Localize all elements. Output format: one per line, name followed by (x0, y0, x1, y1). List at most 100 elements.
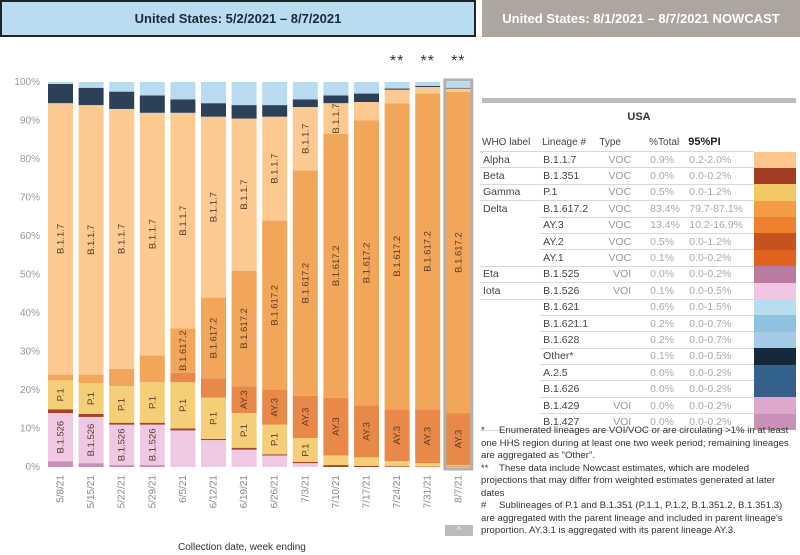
bar-segment-B.1.1.7[interactable] (262, 116, 288, 221)
bar-segment-B.1.621[interactable] (48, 82, 73, 84)
bar-segment-P.1[interactable] (415, 463, 441, 467)
bar-segment-Other*[interactable] (292, 99, 318, 108)
bar-segment-B.1.526[interactable] (48, 413, 73, 462)
bar-segment-B.1.621[interactable] (170, 82, 196, 100)
bar-segment-Other*[interactable] (170, 99, 196, 113)
bar-segment-Other*[interactable] (384, 88, 410, 90)
bar-segment-B.1.1.7[interactable] (170, 112, 196, 329)
bar-segment-B.1.1.7[interactable] (139, 112, 165, 356)
bar-segment-B.1.617.2[interactable] (445, 92, 471, 414)
bar-segment-B.1.1.7[interactable] (109, 108, 135, 369)
bar-segment-B.1.617.2[interactable] (384, 103, 410, 410)
bar-segment-B.1.351[interactable] (109, 422, 135, 425)
bar-segment-B.1.617.2[interactable] (48, 374, 73, 381)
bar-segment-AY.3[interactable] (445, 413, 471, 466)
bar-segment-P.1[interactable] (292, 438, 318, 462)
bar-segment-B.1.1.7[interactable] (445, 88, 471, 93)
bar-segment-B.1.617.2[interactable] (78, 374, 104, 384)
table-row[interactable]: B.1.427 VOI 0.0% 0.0-0.2% (480, 413, 796, 431)
bar-segment-B.1.617.2[interactable] (354, 120, 379, 406)
bar-segment-Other*[interactable] (109, 91, 135, 109)
bar-segment-P.1[interactable] (48, 380, 73, 410)
bar-segment-AY.3[interactable] (201, 378, 226, 398)
bar-segment-Other*[interactable] (323, 95, 349, 104)
bar-segment-B.1.427[interactable] (139, 465, 165, 467)
bar-segment-B.1.621[interactable] (292, 82, 318, 100)
table-row[interactable]: Other* 0.1% 0.0-0.5% (480, 347, 796, 365)
table-row[interactable]: A.2.5 0.0% 0.0-0.2% (480, 364, 796, 381)
bar-segment-B.1.617.2[interactable] (323, 133, 349, 398)
bar-segment-B.1.351[interactable] (415, 466, 441, 468)
bar-segment-B.1.621[interactable] (139, 82, 165, 96)
bar-segment-B.1.351[interactable] (78, 413, 104, 417)
bar-segment-B.1.621[interactable] (109, 82, 135, 92)
table-row[interactable]: AY.2 VOC 0.5% 0.0-1.2% (480, 232, 796, 250)
bar-segment-B.1.621[interactable] (201, 82, 226, 104)
bar-segment-B.1.621[interactable] (415, 82, 441, 86)
bar-segment-B.1.526[interactable] (292, 463, 318, 467)
bar-segment-Other*[interactable] (201, 103, 226, 117)
bar-segment-AY.3[interactable] (292, 395, 318, 439)
table-scrollbar[interactable] (482, 98, 796, 103)
bar-segment-B.1.1.7[interactable] (354, 102, 379, 121)
bar-segment-B.1.1.7[interactable] (292, 107, 318, 171)
bar-segment-Other*[interactable] (48, 83, 73, 104)
bar-segment-B.1.427[interactable] (78, 463, 104, 467)
table-row[interactable]: Delta B.1.617.2 VOC 83.4% 79.7-87.1% (480, 200, 796, 218)
bar-segment-Other*[interactable] (354, 93, 379, 103)
bar-segment-B.1.351[interactable] (48, 409, 73, 414)
table-row[interactable]: AY.3 VOC 13.4% 10.2-16.9% (480, 216, 796, 234)
table-row[interactable]: Alpha B.1.1.7 VOC 0.9% 0.2-2.0% (480, 150, 796, 168)
table-row[interactable]: Eta B.1.525 VOI 0.0% 0.0-0.2% (480, 265, 796, 283)
bar-segment-B.1.526[interactable] (262, 455, 288, 467)
bar-segment-B.1.351[interactable] (231, 447, 257, 450)
bar-segment-B.1.617.2[interactable] (292, 170, 318, 396)
bar-segment-B.1.351[interactable] (354, 465, 379, 467)
table-row[interactable]: B.1.626 0.0% 0.0-0.2% (480, 380, 796, 398)
bar-segment-AY.3[interactable] (384, 409, 410, 462)
table-row[interactable]: Beta B.1.351 VOC 0.0% 0.0-0.2% (480, 167, 796, 185)
bar-segment-B.1.526[interactable] (201, 440, 226, 467)
table-row[interactable]: Gamma P.1 VOC 0.5% 0.0-1.2% (480, 183, 796, 201)
table-row[interactable]: B.1.621.1 0.2% 0.0-0.7% (480, 314, 796, 332)
bar-segment-B.1.617.2[interactable] (231, 270, 257, 387)
bar-segment-B.1.617.2[interactable] (201, 297, 226, 379)
bar-segment-B.1.351[interactable] (139, 422, 165, 425)
bar-segment-P.1[interactable] (231, 413, 257, 448)
bar-segment-P.1[interactable] (109, 386, 135, 423)
bar-segment-B.1.621[interactable] (354, 82, 379, 94)
bar-segment-P.1[interactable] (201, 397, 226, 439)
bar-segment-B.1.1.7[interactable] (201, 116, 226, 298)
bar-segment-B.1.351[interactable] (292, 461, 318, 464)
bar-segment-B.1.1.7[interactable] (323, 103, 349, 134)
bar-segment-B.1.427[interactable] (109, 465, 135, 467)
bar-segment-AY.3[interactable] (354, 405, 379, 458)
bar-segment-B.1.1.7[interactable] (231, 118, 257, 271)
bar-segment-P.1[interactable] (445, 465, 471, 467)
bar-segment-Other*[interactable] (445, 87, 471, 89)
bar-segment-B.1.351[interactable] (384, 466, 410, 467)
bar-segment-B.1.621[interactable] (78, 82, 104, 88)
bar-segment-B.1.621[interactable] (445, 82, 471, 88)
bar-segment-B.1.617.2[interactable] (262, 220, 288, 390)
bar-segment-P.1[interactable] (323, 455, 349, 466)
bar-segment-P.1[interactable] (139, 382, 165, 423)
bar-segment-B.1.617.2[interactable] (170, 328, 196, 373)
table-row[interactable]: B.1.429 VOI 0.0% 0.0-0.2% (480, 396, 796, 414)
bar-segment-B.1.351[interactable] (262, 454, 288, 456)
bar-segment-B.1.617.2[interactable] (139, 355, 165, 383)
bar-segment-AY.3[interactable] (415, 409, 441, 464)
bar-segment-P.1[interactable] (354, 457, 379, 466)
bar-segment-B.1.1.7[interactable] (78, 105, 104, 375)
bar-segment-B.1.1.7[interactable] (48, 103, 73, 375)
bar-segment-Other*[interactable] (231, 105, 257, 119)
table-row[interactable]: B.1.621 0.6% 0.0-1.5% (480, 298, 796, 316)
bar-segment-Other*[interactable] (262, 105, 288, 117)
scroll-up-button[interactable]: ^ (445, 525, 473, 536)
table-row[interactable]: B.1.628 0.2% 0.0-0.7% (480, 331, 796, 349)
bar-segment-B.1.526[interactable] (170, 430, 196, 467)
bar-segment-B.1.621[interactable] (384, 82, 410, 89)
bar-segment-P.1[interactable] (384, 461, 410, 467)
bar-segment-B.1.351[interactable] (323, 465, 349, 467)
bar-segment-B.1.1.7[interactable] (384, 89, 410, 104)
